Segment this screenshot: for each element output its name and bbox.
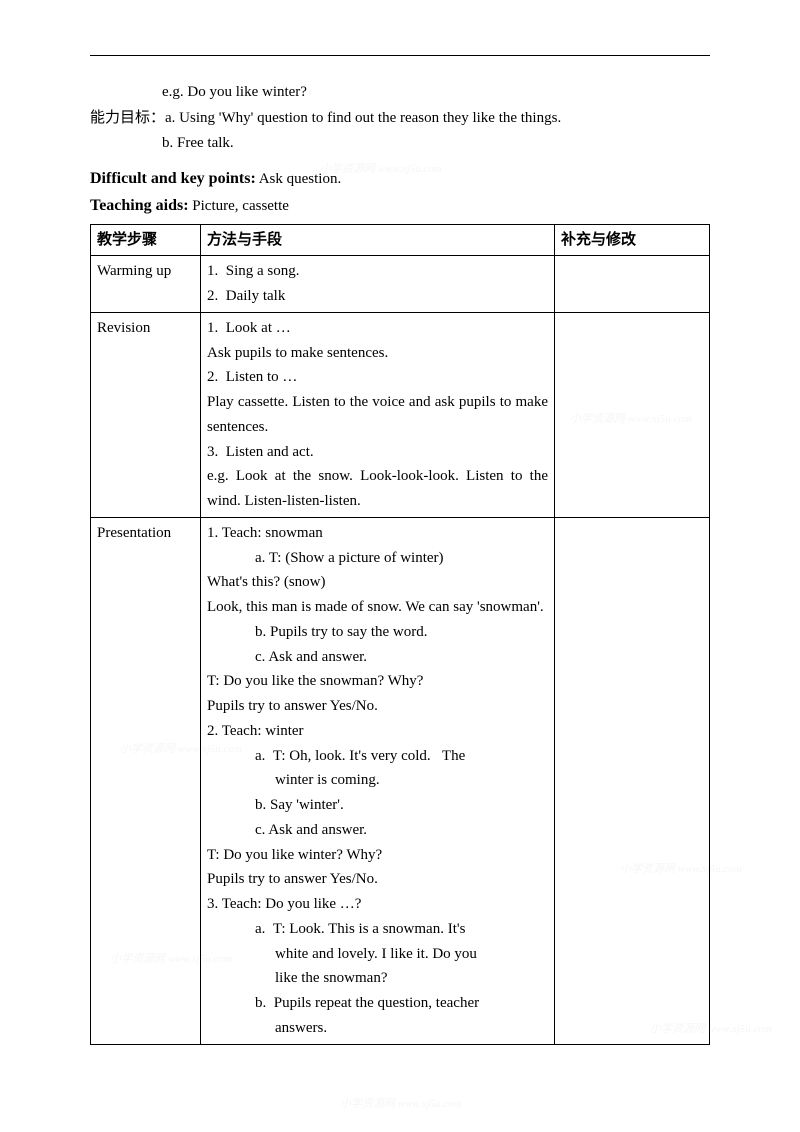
ability-line-b: b. Free talk. xyxy=(90,131,710,157)
lesson-table: 教学步骤 方法与手段 补充与修改 Warming up 1. Sing a so… xyxy=(90,224,710,1045)
teaching-aids-text: Picture, cassette xyxy=(189,198,289,214)
difficult-label: Difficult and key points: xyxy=(90,170,256,187)
method-line: answers. xyxy=(207,1016,548,1041)
watermark: 小学资源网 www.xj5u.com xyxy=(340,1095,462,1111)
method-line: a. T: (Show a picture of winter) xyxy=(207,546,548,571)
method-line: winter is coming. xyxy=(207,768,548,793)
header-rule xyxy=(90,55,710,56)
method-line: 3. Teach: Do you like …? xyxy=(207,892,548,917)
method-line: Look, this man is made of snow. We can s… xyxy=(207,595,548,620)
method-line: b. Pupils try to say the word. xyxy=(207,620,548,645)
header-step: 教学步骤 xyxy=(91,224,201,256)
method-line: a. T: Oh, look. It's very cold. The xyxy=(207,744,548,769)
ability-label: 能力目标： xyxy=(90,110,165,126)
table-row: Revision 1. Look at … Ask pupils to make… xyxy=(91,312,710,517)
table-row: Presentation 1. Teach: snowman a. T: (Sh… xyxy=(91,517,710,1044)
ability-line-a: 能力目标：a. Using 'Why' question to find out… xyxy=(90,106,710,132)
method-line: b. Say 'winter'. xyxy=(207,793,548,818)
method-line: T: Do you like the snowman? Why? xyxy=(207,669,548,694)
method-line: e.g. Look at the snow. Look-look-look. L… xyxy=(207,464,548,514)
method-line: c. Ask and answer. xyxy=(207,818,548,843)
notes-cell xyxy=(555,312,710,517)
teaching-aids-section: Teaching aids: Picture, cassette xyxy=(90,192,710,220)
header-method: 方法与手段 xyxy=(201,224,555,256)
method-line: T: Do you like winter? Why? xyxy=(207,843,548,868)
method-line: 1. Teach: snowman xyxy=(207,521,548,546)
table-header-row: 教学步骤 方法与手段 补充与修改 xyxy=(91,224,710,256)
method-line: 1. Sing a song. xyxy=(207,259,548,284)
header-notes: 补充与修改 xyxy=(555,224,710,256)
method-line: a. T: Look. This is a snowman. It's xyxy=(207,917,548,942)
step-cell: Revision xyxy=(91,312,201,517)
difficult-section: Difficult and key points: Ask question. xyxy=(90,165,710,193)
method-line: What's this? (snow) xyxy=(207,570,548,595)
method-line: b. Pupils repeat the question, teacher xyxy=(207,991,548,1016)
method-line: Play cassette. Listen to the voice and a… xyxy=(207,390,548,440)
method-cell: 1. Sing a song. 2. Daily talk xyxy=(201,256,555,313)
method-line: 2. Teach: winter xyxy=(207,719,548,744)
difficult-text: Ask question. xyxy=(256,171,341,187)
ability-text-a: a. Using 'Why' question to find out the … xyxy=(165,110,561,126)
notes-cell xyxy=(555,256,710,313)
table-row: Warming up 1. Sing a song. 2. Daily talk xyxy=(91,256,710,313)
notes-cell xyxy=(555,517,710,1044)
pre-content: e.g. Do you like winter? 能力目标：a. Using '… xyxy=(90,80,710,157)
method-line: 1. Look at … xyxy=(207,316,548,341)
method-line: 2. Daily talk xyxy=(207,284,548,309)
method-line: white and lovely. I like it. Do you xyxy=(207,942,548,967)
method-cell: 1. Teach: snowman a. T: (Show a picture … xyxy=(201,517,555,1044)
method-line: 2. Listen to … xyxy=(207,365,548,390)
method-cell: 1. Look at … Ask pupils to make sentence… xyxy=(201,312,555,517)
step-cell: Warming up xyxy=(91,256,201,313)
method-line: 3. Listen and act. xyxy=(207,440,548,465)
method-line: c. Ask and answer. xyxy=(207,645,548,670)
example-line: e.g. Do you like winter? xyxy=(90,80,710,106)
teaching-aids-label: Teaching aids: xyxy=(90,197,189,214)
method-line: Pupils try to answer Yes/No. xyxy=(207,867,548,892)
method-line: like the snowman? xyxy=(207,966,548,991)
method-line: Ask pupils to make sentences. xyxy=(207,341,548,366)
method-line: Pupils try to answer Yes/No. xyxy=(207,694,548,719)
step-cell: Presentation xyxy=(91,517,201,1044)
